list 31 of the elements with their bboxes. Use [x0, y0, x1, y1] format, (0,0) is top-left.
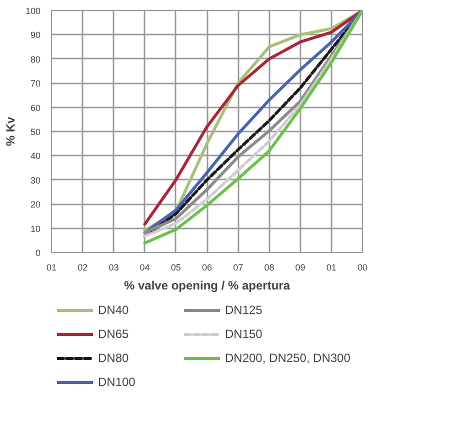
legend-label: DN40 [98, 302, 130, 319]
legend-label: DN100 [98, 374, 136, 391]
x-tick-label: 01 [326, 262, 336, 272]
x-tick-label: 05 [170, 262, 181, 272]
x-tick-label: 08 [264, 262, 274, 272]
x-tick-label: 03 [108, 262, 119, 272]
legend-label: DN65 [98, 326, 130, 343]
y-tick-label: 80 [30, 54, 41, 64]
x-tick-label: 07 [233, 262, 244, 272]
y-tick-label: 0 [35, 248, 41, 258]
x-tick-label: 02 [78, 262, 88, 272]
y-tick-label: 90 [30, 30, 41, 40]
y-axis-title: % Kv [3, 116, 18, 146]
legend-label: DN200, DN250, DN300 [225, 350, 350, 367]
legend-label: DN80 [98, 350, 130, 367]
y-tick-label: 50 [30, 127, 41, 137]
legend-label: DN150 [225, 326, 264, 343]
y-tick-label: 30 [30, 175, 41, 186]
x-tick-label: 00 [357, 262, 368, 272]
x-tick-label: 04 [140, 262, 150, 272]
y-tick-label: 20 [30, 200, 41, 210]
y-tick-label: 40 [30, 151, 41, 162]
y-tick-label: 10 [30, 224, 41, 234]
x-axis-title: % valve opening / % apertura [124, 278, 290, 292]
legend-label: DN125 [225, 302, 264, 319]
x-tick-label: 01 [46, 262, 57, 272]
x-tick-label: 06 [202, 262, 212, 272]
y-tick-label: 100 [25, 6, 41, 16]
x-tick-label: 09 [295, 262, 306, 272]
y-tick-label: 60 [30, 102, 41, 113]
y-tick-label: 70 [30, 78, 41, 89]
